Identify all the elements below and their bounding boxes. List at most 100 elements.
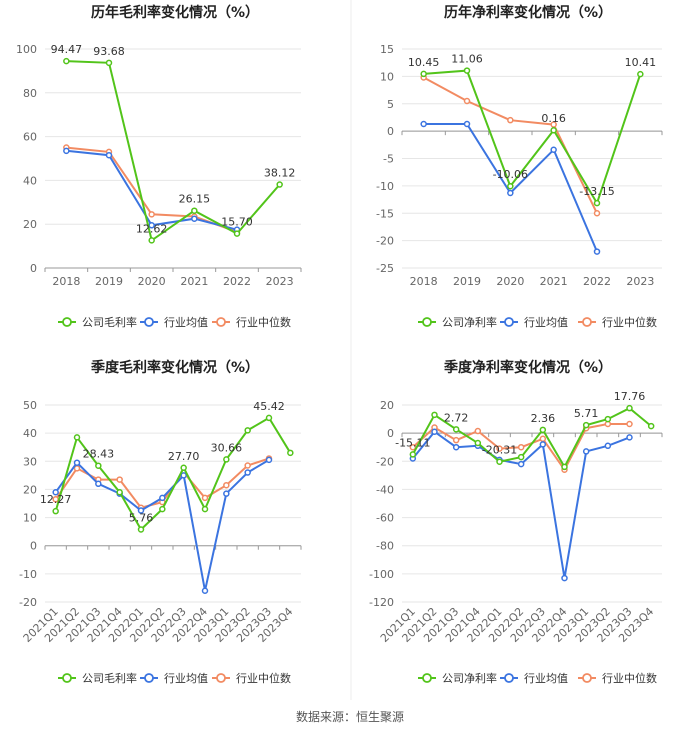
- y-tick-label: 0: [30, 540, 37, 553]
- legend-label: 行业均值: [524, 672, 568, 685]
- series-line-avg: [54, 459, 270, 591]
- x-tick-label: 2022: [583, 275, 611, 288]
- data-point-median: [593, 210, 601, 217]
- data-point-company: [159, 505, 166, 513]
- legend-swatch-marker: [216, 673, 226, 683]
- data-point-company: [561, 463, 568, 471]
- data-label: 27.70: [168, 450, 200, 463]
- data-point-median: [116, 476, 123, 483]
- chart-panel-2: 历年净利率变化情况（%） -25 -20 -15 -10 -5 0 5 10 15 2018 2019…: [376, 4, 663, 329]
- legend-item-avg[interactable]: 行业均值: [140, 672, 208, 685]
- legend-swatch-marker: [216, 317, 226, 327]
- x-tick-label: 2019: [453, 275, 481, 288]
- y-tick-label: -5: [383, 153, 394, 166]
- data-label: -13.15: [579, 185, 614, 198]
- data-point-company: [201, 505, 209, 513]
- legend-label: 行业中位数: [602, 315, 657, 329]
- x-tick-label: 2022: [223, 275, 251, 288]
- data-point-company: [637, 70, 644, 78]
- y-tick-label: 40: [23, 174, 37, 187]
- legend-item-median[interactable]: 行业中位数: [578, 315, 657, 329]
- series-line-avg: [412, 430, 630, 579]
- data-label: 2.72: [444, 411, 469, 424]
- data-point-company: [265, 414, 273, 422]
- y-tick-label: 20: [23, 483, 37, 496]
- legend-item-company[interactable]: 公司毛利率: [58, 671, 137, 685]
- data-point-company: [180, 464, 187, 472]
- legend-label: 公司净利率: [442, 315, 497, 329]
- data-point-company: [223, 456, 230, 463]
- x-tick-label: 2018: [52, 275, 80, 288]
- y-tick-label: 40: [23, 427, 37, 440]
- data-label: 5.76: [129, 512, 154, 525]
- y-tick-label: -20: [376, 235, 394, 248]
- data-point-avg: [52, 488, 59, 496]
- data-point-company: [105, 59, 113, 67]
- data-point-avg: [626, 434, 633, 441]
- legend-item-avg[interactable]: 行业均值: [500, 316, 568, 329]
- chart-panel-4: 季度净利率变化情况（%）-120-100-80-60-40-200202021Q…: [369, 359, 663, 685]
- data-label: 10.45: [408, 56, 440, 69]
- data-point-median: [409, 443, 417, 451]
- data-point-avg: [604, 442, 612, 450]
- legend-swatch-marker: [62, 317, 72, 327]
- x-tick-label: 2023: [626, 275, 654, 288]
- y-tick-label: 30: [23, 455, 37, 468]
- data-point-company: [452, 426, 460, 433]
- data-label: 45.42: [253, 400, 285, 413]
- y-tick-label: 0: [30, 262, 37, 275]
- data-label: 94.47: [51, 43, 83, 56]
- data-label: 17.76: [614, 390, 646, 403]
- data-point-company: [116, 488, 123, 496]
- y-tick-label: 20: [380, 399, 394, 412]
- data-point-avg: [159, 494, 166, 502]
- y-tick-label: 15: [380, 43, 394, 56]
- data-point-avg: [223, 490, 230, 497]
- data-point-company: [244, 427, 251, 434]
- y-tick-label: 0: [387, 125, 394, 138]
- data-point-avg: [265, 456, 273, 464]
- legend-item-avg[interactable]: 行业均值: [500, 672, 568, 685]
- data-label: 28.43: [83, 448, 115, 461]
- legend-swatch-marker: [144, 673, 154, 683]
- series-line-company: [54, 416, 292, 532]
- legend-item-median[interactable]: 行业中位数: [212, 315, 291, 329]
- chart-panel-1: 历年毛利率变化情况（%） 0 20 40 60 80 100 2018 2019 2020 2021…: [16, 4, 302, 329]
- data-point-company: [137, 526, 145, 533]
- data-point-company: [52, 507, 59, 515]
- legend-item-avg[interactable]: 行业均值: [140, 316, 208, 329]
- data-point-median: [201, 494, 209, 502]
- legend-item-median[interactable]: 行业中位数: [578, 671, 657, 685]
- data-label: 12.27: [40, 493, 72, 506]
- x-tick-label: 2019: [95, 275, 123, 288]
- y-tick-label: -100: [369, 568, 394, 581]
- y-tick-label: -60: [376, 512, 394, 525]
- legend-swatch-marker: [422, 317, 432, 327]
- data-label: 38.12: [264, 167, 296, 180]
- y-tick-label: 80: [23, 87, 37, 100]
- data-point-company: [539, 426, 547, 434]
- data-point-company: [474, 439, 482, 447]
- legend-swatch-marker: [582, 673, 592, 683]
- x-tick-label: 2018: [410, 275, 438, 288]
- data-label: -20.31: [482, 444, 517, 457]
- data-point-avg: [201, 587, 209, 594]
- legend-item-median[interactable]: 行业中位数: [212, 671, 291, 685]
- data-label: 0.16: [541, 112, 566, 125]
- data-label: 2.36: [531, 412, 556, 425]
- chart-title: 季度净利率变化情况（%）: [443, 359, 612, 376]
- data-label: 5.71: [574, 407, 599, 420]
- legend-label: 公司毛利率: [82, 315, 137, 329]
- data-point-median: [223, 481, 230, 489]
- legend-item-company[interactable]: 公司净利率: [418, 671, 497, 685]
- data-point-company: [517, 453, 525, 461]
- legend-swatch-marker: [504, 673, 514, 683]
- y-tick-label: 5: [387, 98, 394, 111]
- legend-item-company[interactable]: 公司毛利率: [58, 315, 137, 329]
- data-label: 93.68: [93, 45, 125, 58]
- legend-item-company[interactable]: 公司净利率: [418, 315, 497, 329]
- data-label: 26.15: [179, 193, 211, 206]
- legend-label: 行业均值: [164, 316, 208, 329]
- y-tick-label: 60: [23, 131, 37, 144]
